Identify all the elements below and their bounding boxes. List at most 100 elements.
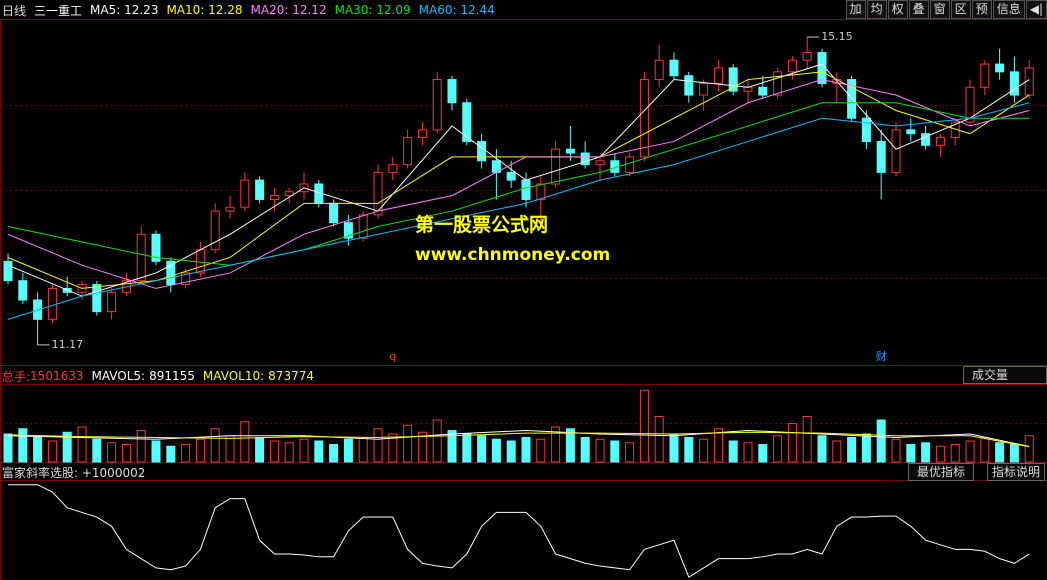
ma-value: 12.28 — [208, 3, 243, 17]
volume-bar — [314, 440, 324, 463]
candle-body — [166, 260, 176, 286]
candle-body — [3, 260, 13, 282]
ma-legend-item: MA6012.44 — [419, 3, 495, 17]
ma-name: MA10 — [166, 3, 208, 17]
volume-bar — [18, 428, 28, 463]
ma-value: 12.09 — [376, 3, 411, 17]
candle-body — [210, 210, 220, 251]
volume-bar — [447, 430, 457, 463]
mavol-name: MAVOL5: — [91, 369, 146, 383]
candle-body — [580, 152, 590, 166]
candle-body — [1009, 71, 1019, 96]
button[interactable]: 最优指标 — [908, 463, 975, 481]
volume-bar — [299, 438, 309, 463]
candle-body — [906, 129, 916, 135]
volume-bar — [713, 428, 723, 463]
event-marker: 财 — [876, 349, 887, 363]
toolbar-button[interactable]: 叠 — [908, 0, 929, 19]
candle-body — [802, 51, 812, 61]
volume-bar — [965, 440, 975, 463]
volume-bar — [891, 438, 901, 463]
volume-bar — [47, 440, 57, 463]
volume-bar — [817, 435, 827, 463]
volume-bar — [950, 444, 960, 463]
candle-body — [417, 129, 427, 139]
volume-bar — [802, 416, 812, 463]
volume-bar — [536, 438, 546, 463]
candle-body — [743, 86, 753, 92]
volume-bar — [728, 440, 738, 463]
toolbar-button[interactable]: 区 — [950, 0, 971, 19]
candle-body — [343, 222, 353, 239]
button[interactable]: 指标说明 — [987, 463, 1046, 481]
candle-body — [358, 214, 368, 239]
candle-body — [403, 137, 413, 166]
volume-bar — [462, 433, 472, 463]
candle-body — [329, 202, 339, 224]
volume-bar — [166, 445, 176, 463]
price-header: 日线 三一重工 MA512.23MA1012.28MA2012.12MA3012… — [2, 1, 503, 19]
volume-bar — [77, 426, 87, 463]
volume-header: 总手: 1501633 MAVOL5: 891155 MAVOL10: 873774 — [2, 367, 322, 385]
candle-body — [980, 63, 990, 88]
toolbar-button[interactable]: 均 — [866, 0, 887, 19]
ma-legend-item: MA1012.28 — [166, 3, 242, 17]
volume-bar — [1009, 444, 1019, 463]
volume-bar — [995, 442, 1005, 463]
candle-body — [595, 160, 605, 166]
ma-name: MA20 — [251, 3, 293, 17]
candle-body — [447, 79, 457, 104]
next-button[interactable]: ◀| — [1025, 0, 1047, 19]
candle-body — [225, 206, 235, 212]
toolbar-button[interactable]: 窗 — [929, 0, 950, 19]
volume-bar — [506, 440, 516, 463]
volume-bar — [876, 419, 886, 463]
indicator-select[interactable]: 成交量 — [963, 366, 1047, 384]
event-marker: q — [389, 350, 396, 363]
volume-bar — [639, 389, 649, 463]
toolbar-button[interactable]: 信息 — [992, 0, 1025, 19]
annotation: 15.15 — [821, 30, 853, 43]
volume-bar — [255, 437, 265, 463]
candle-body — [551, 148, 561, 185]
volume-bar — [491, 438, 501, 463]
volume-bar — [477, 435, 487, 463]
volume-bar — [787, 423, 797, 463]
volume-bar — [151, 440, 161, 463]
volume-bar — [417, 431, 427, 463]
candle-body — [654, 59, 664, 81]
candle-body — [713, 67, 723, 84]
volume-bar — [565, 428, 575, 463]
candle-body — [181, 272, 191, 286]
candle-body — [787, 59, 797, 73]
candle-body — [255, 179, 265, 200]
volume-bar — [980, 437, 990, 463]
toolbar-button[interactable]: 预 — [971, 0, 992, 19]
ma-name: MA30 — [335, 3, 377, 17]
candle-body — [876, 140, 886, 173]
watermark: 第一股票公式网 — [415, 214, 549, 236]
volume-bar — [373, 428, 383, 463]
indicator-line — [8, 484, 1030, 578]
indicator-title: 富家斜率选股: +1000002 — [2, 465, 146, 480]
candle-body — [151, 233, 161, 262]
candle-body — [758, 86, 768, 96]
volume-bar — [92, 438, 102, 463]
candle-body — [684, 75, 694, 96]
period: 日线 — [2, 3, 27, 18]
volume-bar — [521, 437, 531, 463]
watermark: www.chnmoney.com — [415, 245, 611, 265]
candle-body — [699, 82, 709, 96]
toolbar-button[interactable]: 加 — [845, 0, 866, 19]
candle-body — [18, 280, 28, 301]
volume-bar — [358, 437, 368, 463]
volume-bar — [669, 433, 679, 463]
volume-legend-item: MAVOL5: 891155 — [92, 369, 195, 383]
volume-bar — [121, 444, 131, 463]
toolbar-button[interactable]: 权 — [887, 0, 908, 19]
volume-bar — [625, 442, 635, 463]
candle-body — [477, 140, 487, 162]
mavol-value: 873774 — [268, 369, 314, 383]
candle-body — [773, 71, 783, 96]
